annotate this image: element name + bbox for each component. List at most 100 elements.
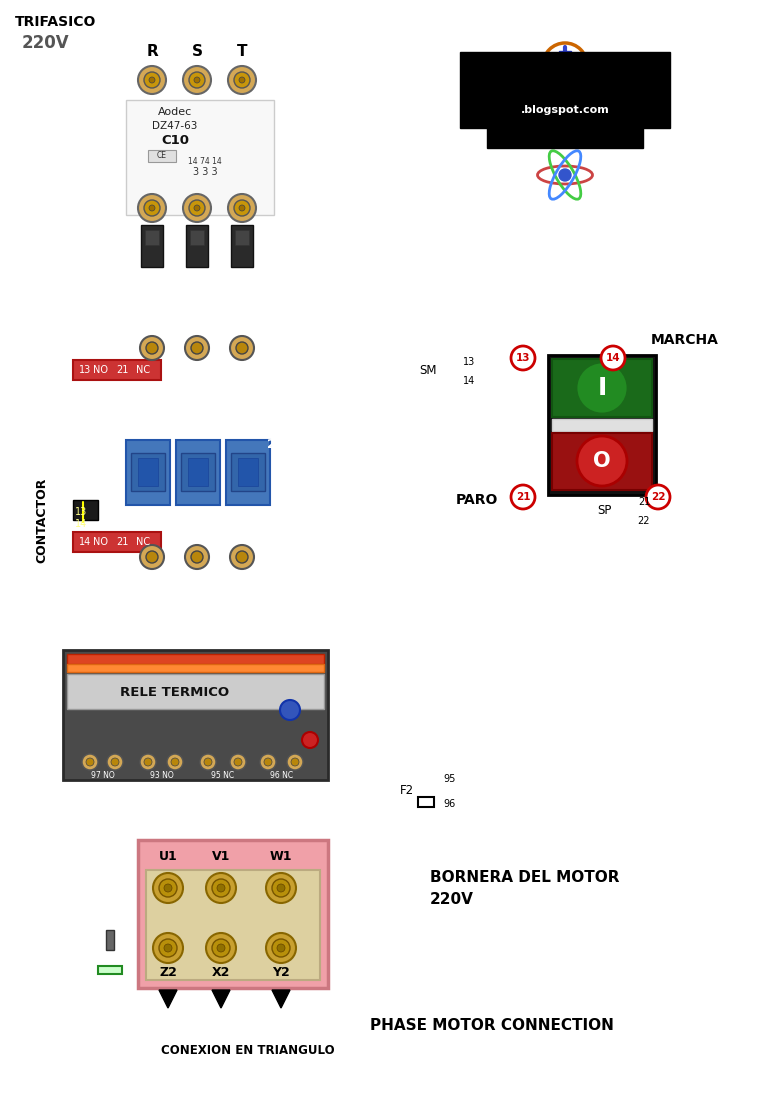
Text: PHASE MOTOR CONNECTION: PHASE MOTOR CONNECTION [370,1017,614,1032]
Circle shape [260,754,276,770]
Circle shape [511,485,535,509]
Circle shape [272,879,290,897]
Bar [186,225,208,267]
Text: T: T [237,44,247,60]
Circle shape [183,67,211,94]
Text: 21: 21 [638,497,651,507]
Text: 13: 13 [516,353,530,363]
Circle shape [86,757,94,766]
Bar [146,869,320,980]
Bar [552,359,652,417]
Circle shape [234,72,250,88]
Circle shape [140,336,164,360]
Bar [559,51,571,65]
Bar [120,42,280,277]
Circle shape [164,944,172,952]
Circle shape [194,77,200,83]
Circle shape [511,346,535,370]
Bar [73,360,161,380]
Circle shape [230,754,246,770]
Text: S: S [192,44,202,60]
Text: 13: 13 [79,365,91,375]
Circle shape [236,342,248,354]
Text: X2: X2 [212,966,230,978]
Circle shape [234,200,250,216]
Text: 95 NC: 95 NC [211,772,235,781]
Text: 220V: 220V [430,893,474,907]
Bar [141,225,163,267]
Circle shape [159,879,177,897]
Bar [238,458,258,486]
Circle shape [576,362,628,414]
Bar [98,966,122,974]
Text: CONTACTOR: CONTACTOR [36,477,49,562]
Bar [235,230,249,245]
Circle shape [204,757,212,766]
Circle shape [228,67,256,94]
Bar [226,440,270,505]
Text: 14: 14 [606,353,620,363]
Circle shape [228,194,256,222]
Bar [145,230,159,245]
Circle shape [185,545,209,569]
Text: C10: C10 [161,133,189,146]
Circle shape [559,169,571,181]
Bar [63,322,388,712]
Bar [548,355,656,495]
Text: 21: 21 [116,537,128,547]
Polygon shape [272,990,290,1008]
Text: U1: U1 [159,851,177,864]
Bar [126,440,170,505]
Circle shape [212,939,230,957]
Text: NO: NO [93,537,107,547]
Text: A2: A2 [348,533,364,543]
Text: W1: W1 [270,851,293,864]
Text: DZ47-63: DZ47-63 [152,121,198,131]
Text: CONEXION EN TRIANGULO: CONEXION EN TRIANGULO [161,1044,335,1057]
Circle shape [194,205,200,211]
Bar [138,840,328,988]
Circle shape [153,933,183,963]
Text: SP: SP [597,505,612,518]
Circle shape [266,873,296,903]
Text: NC: NC [136,365,150,375]
Text: 14: 14 [75,519,87,529]
Bar [552,433,652,490]
Bar [418,797,434,807]
Circle shape [189,72,205,88]
Circle shape [146,551,158,563]
Text: 3 3 3: 3 3 3 [193,167,217,177]
Text: MARCHA: MARCHA [651,333,719,347]
Circle shape [159,939,177,957]
Circle shape [82,754,98,770]
Text: NC: NC [136,537,150,547]
Bar [148,150,176,162]
Circle shape [146,342,158,354]
Circle shape [185,336,209,360]
Text: Aodec: Aodec [158,106,192,118]
Text: F2: F2 [400,784,414,797]
Circle shape [171,757,179,766]
Text: 21: 21 [116,365,128,375]
Circle shape [577,436,627,486]
Text: 95: 95 [444,774,456,784]
Circle shape [217,884,225,892]
Bar [63,650,328,780]
Text: 22: 22 [638,516,651,526]
Circle shape [236,551,248,563]
Circle shape [206,933,236,963]
Circle shape [140,754,156,770]
Circle shape [164,884,172,892]
Text: 13: 13 [75,507,87,517]
Text: BORNERA DEL MOTOR: BORNERA DEL MOTOR [430,871,619,885]
Bar [138,458,158,486]
Text: 97 NO: 97 NO [91,772,115,781]
Bar [73,500,98,520]
Circle shape [144,200,160,216]
Bar [73,532,161,552]
Circle shape [646,485,670,509]
Circle shape [266,933,296,963]
Text: KM1: KM1 [63,486,92,499]
Bar [190,230,204,245]
Text: 96 NC: 96 NC [271,772,293,781]
